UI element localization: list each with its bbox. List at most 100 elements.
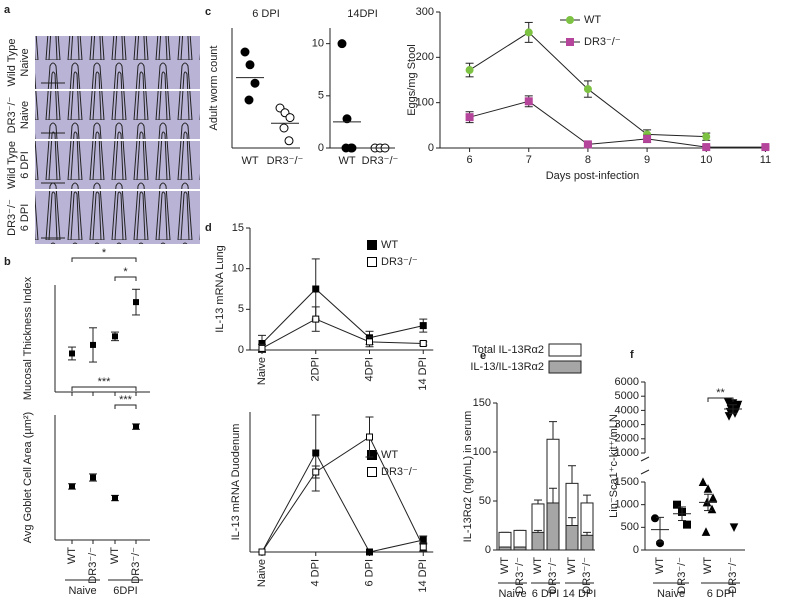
x-tick-label: WT xyxy=(532,557,544,574)
point xyxy=(729,523,739,532)
legend-label: Total IL-13Rα2 xyxy=(472,344,544,356)
point xyxy=(761,143,770,152)
point xyxy=(683,520,691,529)
point xyxy=(312,285,320,293)
x-tick-label: DR3⁻/⁻ xyxy=(514,557,526,594)
point xyxy=(133,423,139,430)
point xyxy=(707,504,717,514)
point xyxy=(367,450,377,460)
row-label: Wild Type xyxy=(6,38,18,86)
point xyxy=(133,299,139,306)
significance-bracket xyxy=(707,397,734,402)
y-tick-label: 50 xyxy=(479,495,491,507)
row-label: DR3⁻/⁻ xyxy=(6,96,18,133)
point xyxy=(583,85,592,94)
significance-label: * xyxy=(123,266,128,278)
row-label: Naive xyxy=(19,48,31,76)
group-label: Naive xyxy=(68,585,96,597)
bar xyxy=(565,525,579,551)
y-tick-label: 10 xyxy=(232,263,244,275)
panel-label: a xyxy=(4,4,11,16)
y-tick-label: 500 xyxy=(621,521,639,533)
y-tick-label: 5000 xyxy=(615,390,639,402)
row-label: Wild Type xyxy=(6,141,18,189)
y-tick-label: 1000 xyxy=(615,499,639,511)
bar xyxy=(498,546,512,551)
x-tick-label: DR3⁻/⁻ xyxy=(581,557,593,594)
group-label: Naive xyxy=(498,588,526,600)
panel-label: f xyxy=(630,349,634,361)
y-axis-label: Adult worm count xyxy=(208,46,220,131)
group-label: 6DPI xyxy=(113,585,137,597)
point xyxy=(240,47,250,57)
point xyxy=(566,38,574,46)
x-tick-label: 6 DPI xyxy=(363,559,375,587)
y-tick-label: 0 xyxy=(633,544,639,556)
panel-label: d xyxy=(205,222,212,234)
significance-bracket xyxy=(114,276,137,281)
axis-break xyxy=(640,456,650,462)
point xyxy=(279,123,289,133)
legend-swatch xyxy=(548,360,582,374)
y-tick-label: 0 xyxy=(238,344,244,356)
y-axis-label: IL-13 mRNA Duodenum xyxy=(230,424,242,541)
point xyxy=(285,113,295,123)
point xyxy=(651,514,659,523)
group-label: 14 DPI xyxy=(563,588,597,600)
histology-image xyxy=(35,36,200,89)
x-tick-label: Naive xyxy=(256,559,268,587)
y-axis-label: Eggs/mg Stool xyxy=(406,44,418,116)
y-tick-label: 15 xyxy=(232,222,244,234)
y-axis-label: IL-13 mRNA Lung xyxy=(214,245,226,332)
point xyxy=(366,433,373,441)
point xyxy=(419,339,427,347)
x-tick-label: WT xyxy=(241,155,258,167)
significance-label: ** xyxy=(716,387,725,399)
point xyxy=(524,97,533,106)
x-axis-label: Days post-infection xyxy=(546,170,640,182)
series-line xyxy=(469,100,766,148)
point xyxy=(708,493,718,502)
axis-break xyxy=(640,469,650,475)
row-label: Naive xyxy=(19,101,31,129)
x-tick-label: WT xyxy=(66,547,78,564)
bar xyxy=(513,546,527,551)
point xyxy=(367,467,377,477)
x-tick-label: 14 DPI xyxy=(417,559,429,593)
panel-label: e xyxy=(480,350,486,362)
chart-title: 6 DPI xyxy=(252,8,280,20)
point xyxy=(258,344,266,352)
panel-label: c xyxy=(205,6,211,18)
point xyxy=(244,95,254,105)
point xyxy=(69,483,75,490)
x-tick-label: DR3⁻/⁻ xyxy=(362,155,399,167)
bar xyxy=(531,531,545,551)
point xyxy=(419,322,427,330)
x-tick-label: WT xyxy=(499,557,511,574)
y-tick-label: 100 xyxy=(416,97,434,109)
point xyxy=(724,412,734,421)
significance-label: * xyxy=(102,247,107,259)
x-tick-label: 11 xyxy=(760,154,771,166)
legend-swatch xyxy=(548,343,582,357)
panel-label: b xyxy=(4,256,11,268)
y-tick-label: 300 xyxy=(416,6,434,18)
y-tick-label: 100 xyxy=(473,446,491,458)
point xyxy=(419,543,427,551)
point xyxy=(312,449,320,457)
x-tick-label: DR3⁻/⁻ xyxy=(130,547,142,584)
y-axis-label: Lin⁻Sca1⁺c-kit⁺/mLN xyxy=(608,414,620,518)
y-tick-label: 4000 xyxy=(615,404,639,416)
x-tick-label: Naive xyxy=(256,357,268,385)
series-line xyxy=(261,318,424,349)
x-tick-label: WT xyxy=(654,557,666,574)
group-label: 6 DPI xyxy=(532,588,560,600)
point xyxy=(312,468,320,476)
x-tick-label: 4DPI xyxy=(363,357,375,381)
series-line xyxy=(261,288,424,344)
series-line xyxy=(261,451,424,553)
x-tick-label: DR3⁻/⁻ xyxy=(87,547,99,584)
y-tick-label: 10 xyxy=(312,38,324,50)
